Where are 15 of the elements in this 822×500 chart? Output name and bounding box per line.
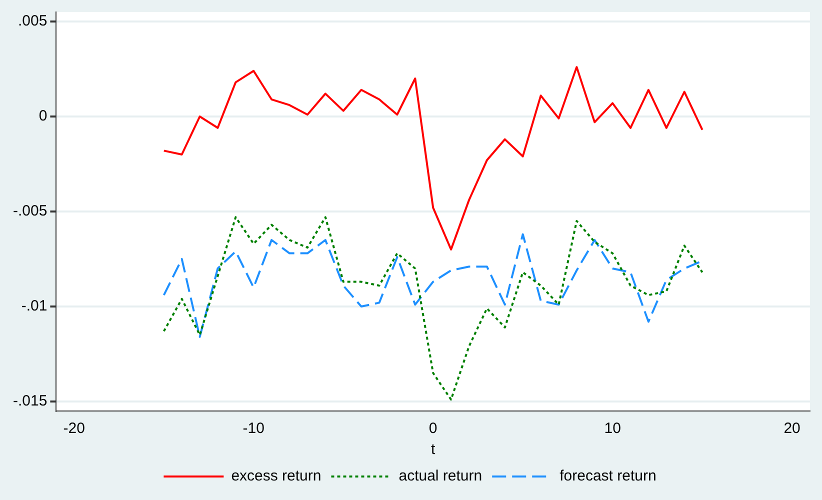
x-tick-label: 10 bbox=[604, 420, 621, 438]
y-tick-label: -.005 bbox=[12, 202, 48, 220]
x-tick-label: 0 bbox=[428, 420, 438, 438]
x-axis-title: t bbox=[431, 441, 436, 458]
y-tick-label: -.01 bbox=[21, 298, 48, 315]
y-tick-label: .005 bbox=[18, 12, 48, 30]
x-tick-label: -10 bbox=[242, 420, 264, 438]
line-series bbox=[162, 216, 704, 401]
x-tick-label: -20 bbox=[63, 420, 85, 438]
legend-label: forecast return bbox=[560, 468, 656, 485]
y-tick-label: -.015 bbox=[12, 392, 48, 410]
legend-label: actual return bbox=[398, 468, 482, 485]
legend-label: excess return bbox=[231, 468, 322, 485]
y-tick-label: 0 bbox=[38, 108, 48, 125]
x-tick-label: 20 bbox=[784, 420, 800, 438]
